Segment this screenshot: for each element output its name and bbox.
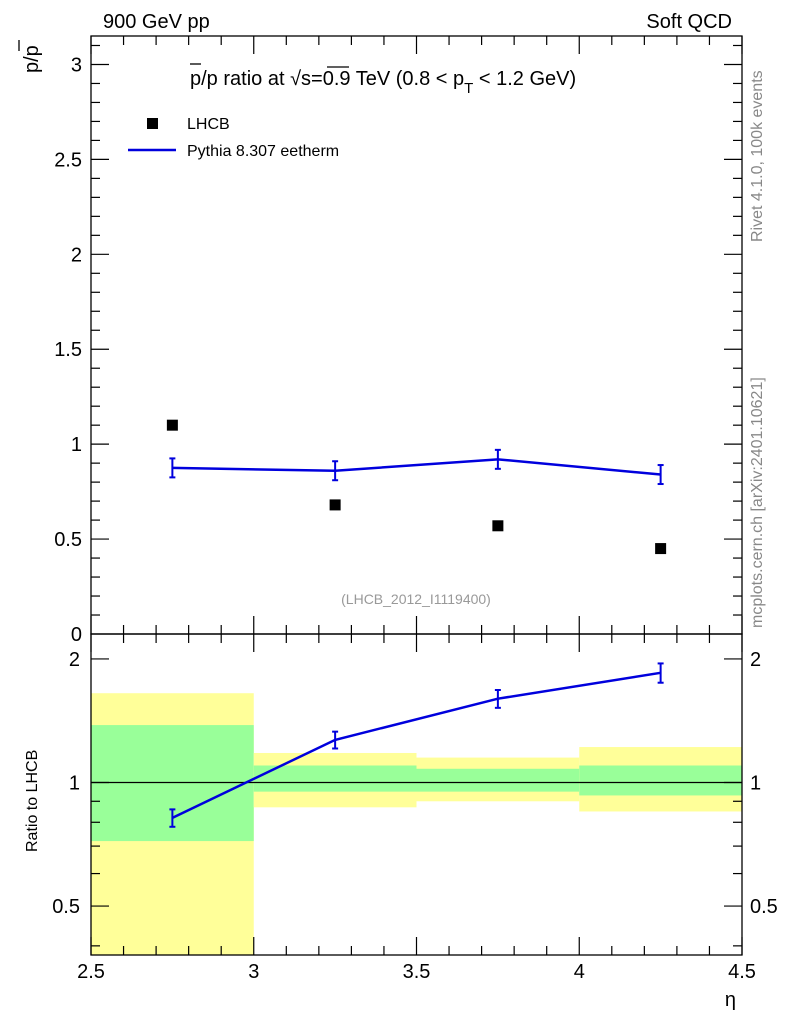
ratio-band-inner [579,765,742,796]
svg-text:p/p: p/p [21,45,43,73]
main-y-tick-label: 2.5 [54,149,82,171]
main-y-tick-label-zero: 0 [71,624,82,646]
ratio-data-layer [91,662,742,828]
main-y-tick-label: 2 [71,244,82,266]
x-tick-label: 2.5 [77,961,105,983]
ratio-y-axis-title: Ratio to LHCB [24,750,41,852]
side-label-rivet: Rivet 4.1.0, 100k events [749,70,766,242]
legend-label-pythia: Pythia 8.307 eetherm [187,143,339,160]
main-y-tick-label: 3 [71,54,82,76]
ratio-y-tick-label-left: 2 [69,649,80,671]
ratio-band-inner [253,765,417,792]
header-right: Soft QCD [646,11,732,33]
x-tick-label: 3 [248,961,259,983]
header-left: 900 GeV pp [103,11,210,33]
lhcb-data-point [492,520,504,532]
ratio-y-tick-label-right: 1 [750,772,761,794]
main-y-tick-labels: 0.5 1 1.5 2 2.5 3 [54,54,82,551]
x-tick-labels: 2.5 3 3.5 4 4.5 [77,961,756,983]
analysis-id-annotation: (LHCB_2012_I1119400) [341,591,491,607]
main-y-tick-label: 0.5 [54,529,82,551]
ratio-band-inner [416,768,580,792]
ratio-y-tick-label-right: 2 [750,649,761,671]
ratio-y-tick-label-left: 1 [69,772,80,794]
legend-marker-lhcb [147,118,158,129]
x-axis-title: η [725,989,736,1011]
lhcb-data-point [655,543,667,555]
main-plot-panel: 0.5 1 1.5 2 2.5 3 0 p/p p/p ratio at √s=0.9 T… [18,35,743,646]
ratio-y-tick-label-right: 0.5 [750,896,778,918]
legend-label-lhcb: LHCB [187,116,230,133]
pythia-line [172,458,661,476]
x-tick-label: 4 [574,961,585,983]
main-y-tick-label: 1 [71,434,82,456]
x-tick-label: 4.5 [728,961,756,983]
ratio-y-tick-label-left: 0.5 [52,896,80,918]
ratio-pythia-line [171,671,661,820]
ratio-plot-panel: 0.5 0.5 1 1 2 2 2.5 3 3.5 4 4.5 Ratio to LHCB η [24,633,778,1011]
ratio-y-tick-labels: 0.5 0.5 1 1 2 2 [52,649,778,918]
main-y-tick-label: 1.5 [54,339,82,361]
legend: LHCB Pythia 8.307 eetherm [128,116,339,160]
main-data-layer [166,419,667,555]
ratio-uncertainty-bands [91,693,742,955]
lhcb-data-point [329,499,341,511]
svg-text:p/p ratio at √s=0.9 TeV (0.8 <: p/p ratio at √s=0.9 TeV (0.8 < pT < 1.2 … [190,68,576,97]
main-plot-title: p/p ratio at √s=0.9 TeV (0.8 < pT < 1.2 … [190,63,576,97]
main-y-axis-title: p/p [18,40,43,73]
lhcb-data-point [166,419,178,431]
ratio-plot-frame [90,633,743,956]
x-tick-label: 3.5 [403,961,431,983]
side-label-mcplots: mcplots.cern.ch [arXiv:2401.10621] [749,377,766,628]
